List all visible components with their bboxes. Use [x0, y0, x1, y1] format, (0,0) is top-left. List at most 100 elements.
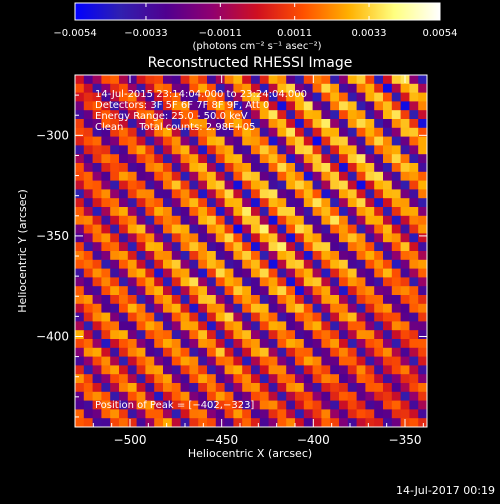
heatmap-cell [374, 189, 384, 199]
heatmap-cell [251, 198, 261, 208]
heatmap-cell [391, 312, 401, 322]
heatmap-cell [418, 75, 428, 85]
heatmap-cell [101, 356, 111, 366]
heatmap-cell [330, 383, 340, 393]
heatmap-cell [347, 233, 357, 243]
heatmap-cell [207, 163, 217, 173]
heatmap-cell [356, 224, 366, 234]
heatmap-cell [119, 233, 129, 243]
heatmap-cell [75, 330, 85, 340]
heatmap-cell [163, 154, 173, 164]
heatmap-cell [365, 418, 375, 428]
heatmap-cell [101, 163, 111, 173]
heatmap-cell [295, 189, 305, 199]
heatmap-cell [277, 242, 287, 252]
heatmap-cell [171, 259, 181, 269]
heatmap-cell [101, 233, 111, 243]
heatmap-cell [339, 207, 349, 217]
heatmap-cell [163, 215, 173, 225]
heatmap-cell [374, 365, 384, 375]
heatmap-cell [163, 356, 173, 366]
heatmap-cell [189, 374, 199, 384]
heatmap-cell [180, 154, 190, 164]
heatmap-cell [303, 207, 313, 217]
heatmap-cell [224, 83, 234, 93]
heatmap-cell [75, 92, 85, 102]
heatmap-cell [383, 242, 393, 252]
heatmap-cell [127, 127, 137, 137]
heatmap-cell [374, 268, 384, 278]
heatmap-cell [189, 92, 199, 102]
heatmap-cell [154, 409, 164, 419]
heatmap-cell [83, 171, 93, 181]
heatmap-cell [101, 127, 111, 137]
heatmap-cell [215, 233, 225, 243]
heatmap-cell [189, 339, 199, 349]
heatmap-cell [312, 224, 322, 234]
heatmap-cell [330, 233, 340, 243]
heatmap-cell [154, 286, 164, 296]
heatmap-cell [295, 321, 305, 331]
heatmap-cell [374, 145, 384, 155]
heatmap-cell [163, 391, 173, 401]
heatmap-cell [339, 259, 349, 269]
heatmap-cell [295, 127, 305, 137]
heatmap-cell [127, 365, 137, 375]
heatmap-cell [171, 224, 181, 234]
heatmap-cell [295, 391, 305, 401]
heatmap-cell [242, 312, 252, 322]
heatmap-cell [251, 171, 261, 181]
heatmap-cell [180, 383, 190, 393]
heatmap-cell [383, 365, 393, 375]
heatmap-cell [198, 409, 208, 419]
heatmap-cell [418, 339, 428, 349]
heatmap-cell [268, 383, 278, 393]
heatmap-cell [92, 383, 102, 393]
heatmap-cell [330, 163, 340, 173]
heatmap-cell [207, 400, 217, 410]
heatmap-cell [259, 418, 269, 428]
heatmap-cell [110, 347, 120, 357]
heatmap-cell [171, 400, 181, 410]
heatmap-cell [409, 198, 419, 208]
heatmap-cell [242, 92, 252, 102]
heatmap-cell [330, 303, 340, 313]
heatmap-cell [101, 224, 111, 234]
heatmap-cell [171, 418, 181, 428]
heatmap-cell [171, 215, 181, 225]
heatmap-cell [303, 145, 313, 155]
heatmap-cell [400, 154, 410, 164]
heatmap-cell [259, 180, 269, 190]
heatmap-cell [110, 136, 120, 146]
heatmap-cell [233, 365, 243, 375]
heatmap-cell [198, 251, 208, 261]
heatmap-cell [356, 409, 366, 419]
heatmap-cell [215, 383, 225, 393]
heatmap-cell [400, 391, 410, 401]
heatmap-cell [242, 409, 252, 419]
heatmap-cell [180, 83, 190, 93]
heatmap-cell [251, 145, 261, 155]
heatmap-cell [198, 101, 208, 111]
heatmap-cell [347, 242, 357, 252]
heatmap-cell [224, 286, 234, 296]
heatmap-cell [409, 154, 419, 164]
heatmap-cell [180, 198, 190, 208]
heatmap-cell [321, 356, 331, 366]
heatmap-cell [312, 75, 322, 85]
heatmap-cell [207, 83, 217, 93]
heatmap-cell [110, 189, 120, 199]
heatmap-cell [75, 136, 85, 146]
heatmap-cell [180, 268, 190, 278]
heatmap-cell [312, 171, 322, 181]
heatmap-cell [242, 365, 252, 375]
heatmap-cell [347, 418, 357, 428]
heatmap-cell [391, 303, 401, 313]
heatmap-cell [75, 356, 85, 366]
heatmap-cell [365, 224, 375, 234]
heatmap-cell [136, 198, 146, 208]
heatmap-cell [277, 418, 287, 428]
heatmap-cell [312, 119, 322, 129]
heatmap-cell [259, 374, 269, 384]
heatmap-cell [330, 154, 340, 164]
